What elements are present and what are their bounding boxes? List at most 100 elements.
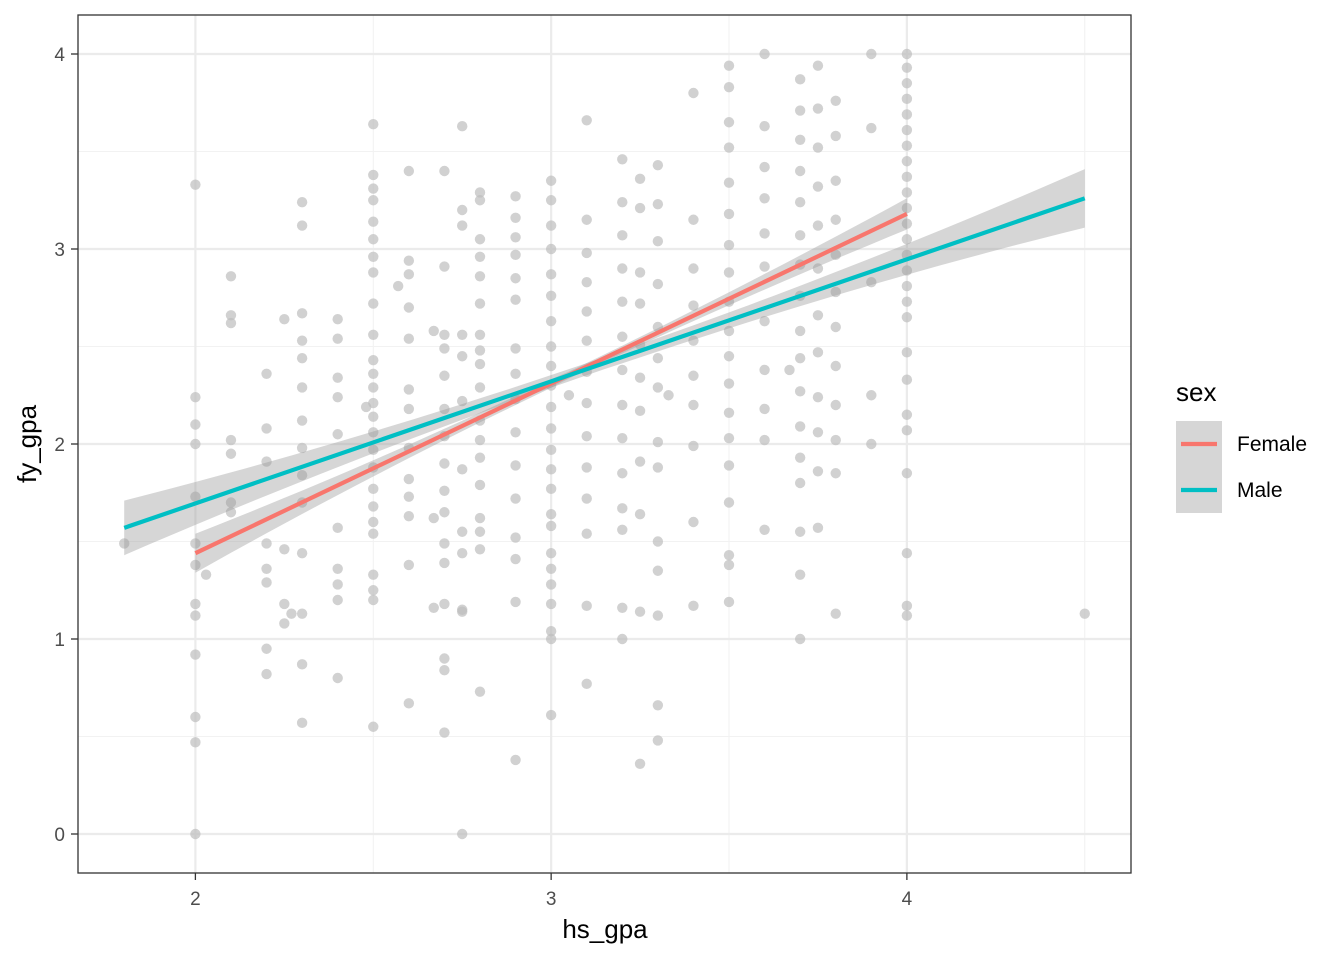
- scatter-point: [510, 596, 521, 608]
- scatter-point: [901, 296, 913, 307]
- scatter-point: [688, 370, 699, 381]
- scatter-point: [723, 60, 735, 71]
- scatter-point: [688, 399, 699, 411]
- scatter-point: [617, 399, 628, 411]
- scatter-point: [368, 119, 379, 130]
- scatter-point: [652, 462, 664, 473]
- scatter-point: [545, 520, 557, 532]
- scatter-point: [403, 269, 415, 280]
- scatter-point: [830, 434, 841, 446]
- scatter-point: [901, 93, 913, 105]
- scatter-point: [296, 382, 308, 393]
- scatter-point: [759, 315, 770, 327]
- scatter-point: [474, 187, 486, 198]
- scatter-point: [439, 458, 450, 469]
- scatter-point: [652, 610, 664, 621]
- y-tick-label: 0: [54, 825, 65, 846]
- scatter-point: [545, 220, 557, 231]
- scatter-point: [279, 314, 290, 325]
- scatter-point: [403, 255, 415, 266]
- scatter-point: [901, 600, 913, 612]
- scatter-point: [368, 382, 379, 393]
- scatter-point: [617, 432, 628, 444]
- scatter-point: [688, 214, 699, 225]
- scatter-point: [439, 727, 450, 738]
- scatter-point: [688, 516, 699, 528]
- scatter-point: [634, 202, 646, 214]
- scatter-point: [759, 434, 770, 446]
- scatter-point: [474, 345, 486, 356]
- scatter-point: [190, 179, 201, 190]
- scatter-point: [119, 538, 130, 549]
- scatter-point: [901, 140, 913, 151]
- scatter-point: [1079, 608, 1090, 619]
- scatter-point: [830, 399, 841, 411]
- legend-items: Female Male: [1176, 421, 1307, 513]
- scatter-point: [510, 343, 521, 354]
- scatter-point: [901, 409, 913, 420]
- scatter-point: [190, 598, 201, 610]
- x-axis-label: hs_gpa: [562, 914, 648, 944]
- scatter-point: [901, 187, 913, 198]
- scatter-point: [368, 267, 379, 278]
- scatter-point: [332, 672, 343, 684]
- scatter-point: [652, 735, 664, 746]
- scatter-point: [652, 565, 664, 576]
- scatter-point: [617, 331, 628, 342]
- scatter-point: [759, 120, 770, 132]
- scatter-point: [510, 368, 521, 379]
- scatter-point: [617, 230, 628, 241]
- scatter-point: [368, 483, 379, 495]
- scatter-point: [794, 421, 806, 432]
- scatter-point: [403, 302, 415, 313]
- scatter-point: [545, 709, 557, 721]
- x-tick-label: 3: [546, 889, 557, 910]
- scatter-point: [652, 159, 664, 171]
- scatter-point: [545, 175, 557, 186]
- scatter-point: [510, 427, 521, 438]
- scatter-point: [403, 510, 415, 522]
- scatter-point: [474, 526, 486, 537]
- scatter-point: [759, 261, 770, 272]
- data-points: [119, 48, 1090, 840]
- scatter-point: [190, 538, 201, 549]
- scatter-point: [794, 165, 806, 177]
- scatter-point: [545, 401, 557, 413]
- scatter-point: [439, 403, 450, 415]
- y-tick-label: 1: [54, 630, 65, 651]
- scatter-point: [794, 526, 806, 537]
- scatter-point: [759, 161, 770, 173]
- scatter-point: [545, 483, 557, 495]
- scatter-point: [784, 364, 795, 376]
- scatter-point: [545, 243, 557, 255]
- scatter-point: [296, 548, 308, 559]
- scatter-point: [652, 436, 664, 448]
- scatter-point: [812, 220, 824, 231]
- scatter-point: [332, 563, 343, 574]
- scatter-point: [617, 364, 628, 376]
- scatter-point: [581, 247, 592, 259]
- scatter-point: [617, 197, 628, 208]
- scatter-point: [296, 659, 308, 670]
- scatter-point: [368, 183, 379, 194]
- scatter-point: [457, 220, 468, 231]
- scatter-point: [332, 522, 343, 534]
- scatter-point: [723, 325, 735, 337]
- scatter-point: [439, 665, 450, 676]
- scatter-point: [901, 48, 913, 60]
- scatter-point: [901, 124, 913, 136]
- scatter-point: [368, 329, 379, 340]
- scatter-point: [581, 397, 592, 409]
- scatter-point: [457, 204, 468, 216]
- scatter-point: [688, 440, 699, 452]
- scatter-point: [901, 109, 913, 120]
- scatter-point: [812, 310, 824, 321]
- legend-label: Male: [1237, 479, 1283, 502]
- scatter-point: [368, 501, 379, 512]
- scatter-point: [545, 269, 557, 280]
- scatter-point: [403, 473, 415, 485]
- scatter-point: [723, 117, 735, 128]
- scatter-point: [368, 444, 379, 456]
- scatter-point: [296, 608, 308, 619]
